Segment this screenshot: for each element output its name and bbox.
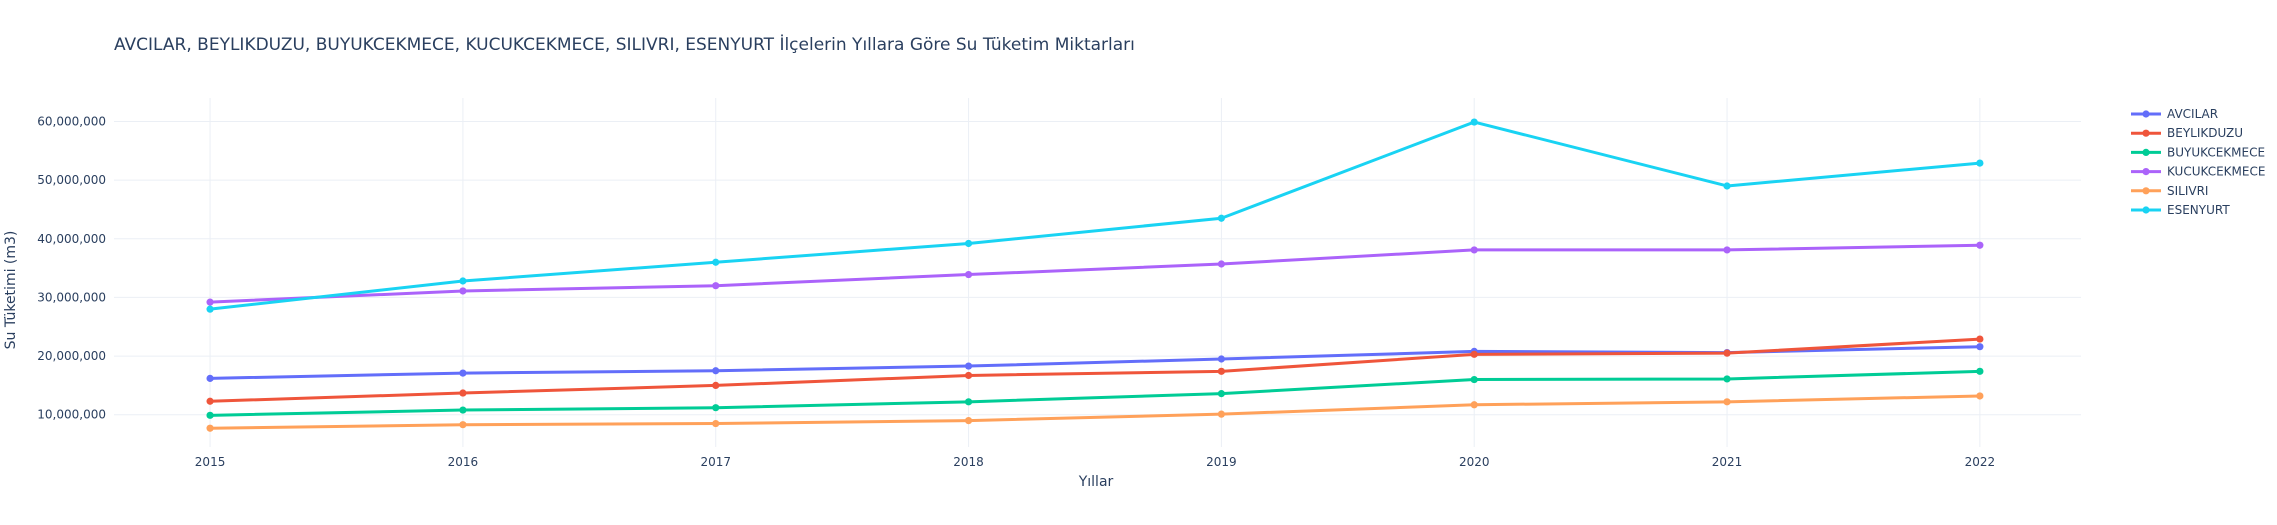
data-point bbox=[1723, 375, 1731, 383]
y-tick-label: 10,000,000 bbox=[37, 408, 106, 422]
series-line-buyukcekmece bbox=[210, 369, 1980, 417]
y-axis-label: Su Tüketimi (m3) bbox=[3, 231, 19, 350]
legend-item-kucukcekmece[interactable]: KUCUKCEKMECE bbox=[2131, 165, 2265, 179]
data-point bbox=[1723, 398, 1731, 406]
series-line-silivri bbox=[210, 394, 1980, 430]
data-point bbox=[1217, 367, 1225, 375]
data-point bbox=[206, 305, 214, 313]
legend-item-avcilar[interactable]: AVCILAR bbox=[2131, 107, 2218, 121]
data-point bbox=[1217, 214, 1225, 222]
legend-marker bbox=[2142, 168, 2150, 176]
data-point bbox=[964, 239, 973, 248]
legend-marker bbox=[2142, 129, 2150, 137]
data-point bbox=[1470, 118, 1478, 126]
data-point bbox=[712, 419, 720, 428]
x-tick-label: 2015 bbox=[195, 455, 226, 469]
series-lines bbox=[206, 118, 1984, 432]
data-point bbox=[1470, 375, 1478, 384]
data-point bbox=[1470, 246, 1478, 254]
data-point bbox=[1217, 390, 1225, 398]
series-avcilar bbox=[206, 343, 1984, 382]
legend-marker bbox=[2142, 148, 2150, 156]
series-esenyurt bbox=[206, 118, 1984, 313]
x-tick-label: 2018 bbox=[953, 455, 984, 469]
data-point bbox=[459, 277, 467, 285]
data-point bbox=[206, 374, 214, 382]
legend-label: BEYLIKDUZU bbox=[2167, 126, 2243, 140]
data-point bbox=[459, 421, 467, 429]
data-point bbox=[1217, 410, 1225, 418]
data-point bbox=[964, 270, 973, 279]
series-beylikduzu bbox=[206, 335, 1984, 405]
x-axis-ticks: 2015 2016 2017 2018 2019 2020 2021 2022 bbox=[195, 455, 1995, 469]
chart-title: AVCILAR, BEYLIKDUZU, BUYUKCEKMECE, KUCUK… bbox=[114, 34, 1135, 55]
legend-item-silivri[interactable]: SILIVRI bbox=[2131, 184, 2208, 198]
data-point bbox=[964, 417, 973, 425]
data-point bbox=[206, 424, 214, 432]
series-kucukcekmece bbox=[206, 241, 1984, 306]
legend-label: SILIVRI bbox=[2167, 184, 2208, 198]
data-point bbox=[712, 404, 720, 412]
data-point bbox=[1723, 349, 1731, 357]
x-tick-label: 2016 bbox=[448, 455, 479, 469]
y-tick-label: 50,000,000 bbox=[37, 173, 106, 187]
x-tick-label: 2021 bbox=[1712, 455, 1743, 469]
data-point bbox=[1470, 401, 1478, 409]
data-point bbox=[206, 298, 214, 306]
y-tick-label: 20,000,000 bbox=[37, 349, 106, 363]
x-axis-label: Yıllar bbox=[1078, 474, 1114, 490]
legend-label: KUCUKCEKMECE bbox=[2167, 165, 2265, 179]
x-tick-label: 2020 bbox=[1459, 455, 1490, 469]
legend: AVCILAR BEYLIKDUZU BUYUKCEKMECE KUCUKCEKMEC… bbox=[2131, 107, 2265, 217]
data-point bbox=[1976, 392, 1984, 400]
data-point bbox=[1217, 355, 1225, 363]
legend-marker bbox=[2142, 206, 2150, 214]
data-point bbox=[1976, 343, 1984, 351]
y-tick-label: 60,000,000 bbox=[37, 114, 106, 128]
grid bbox=[114, 98, 2081, 447]
data-point bbox=[712, 282, 720, 290]
data-point bbox=[459, 287, 467, 295]
data-point bbox=[1217, 260, 1225, 268]
series-buyukcekmece bbox=[206, 367, 1984, 419]
data-point bbox=[964, 362, 973, 370]
data-point bbox=[964, 371, 973, 380]
data-point bbox=[206, 397, 214, 405]
data-point bbox=[459, 406, 467, 414]
data-point bbox=[1976, 367, 1984, 375]
data-point bbox=[712, 381, 720, 390]
x-tick-label: 2017 bbox=[700, 455, 731, 469]
data-point bbox=[964, 398, 973, 406]
data-point bbox=[206, 411, 214, 419]
data-point bbox=[712, 367, 720, 375]
data-point bbox=[1723, 182, 1731, 190]
x-tick-label: 2019 bbox=[1206, 455, 1237, 469]
y-tick-label: 30,000,000 bbox=[37, 290, 106, 304]
y-tick-label: 40,000,000 bbox=[37, 232, 106, 246]
series-silivri bbox=[206, 392, 1984, 432]
data-point bbox=[1976, 159, 1984, 167]
legend-label: AVCILAR bbox=[2167, 107, 2218, 121]
data-point bbox=[1470, 350, 1478, 358]
legend-marker bbox=[2142, 110, 2150, 118]
data-point bbox=[712, 258, 720, 266]
data-point bbox=[1976, 241, 1984, 249]
x-tick-label: 2022 bbox=[1965, 455, 1996, 469]
series-line-esenyurt bbox=[209, 120, 1981, 311]
legend-marker bbox=[2142, 187, 2150, 195]
legend-item-beylikduzu[interactable]: BEYLIKDUZU bbox=[2131, 126, 2243, 140]
legend-item-buyukcekmece[interactable]: BUYUKCEKMECE bbox=[2131, 145, 2265, 159]
legend-label: BUYUKCEKMECE bbox=[2167, 145, 2265, 159]
series-line-kucukcekmece bbox=[210, 243, 1980, 304]
legend-item-esenyurt[interactable]: ESENYURT bbox=[2131, 203, 2230, 217]
legend-label: ESENYURT bbox=[2167, 203, 2230, 217]
data-point bbox=[1723, 246, 1731, 254]
data-point bbox=[459, 369, 467, 377]
data-point bbox=[1976, 335, 1984, 343]
data-point bbox=[459, 389, 467, 397]
series-line-beylikduzu bbox=[210, 337, 1980, 403]
y-axis-ticks: 10,000,000 20,000,000 30,000,000 40,000,000… bbox=[37, 114, 106, 421]
